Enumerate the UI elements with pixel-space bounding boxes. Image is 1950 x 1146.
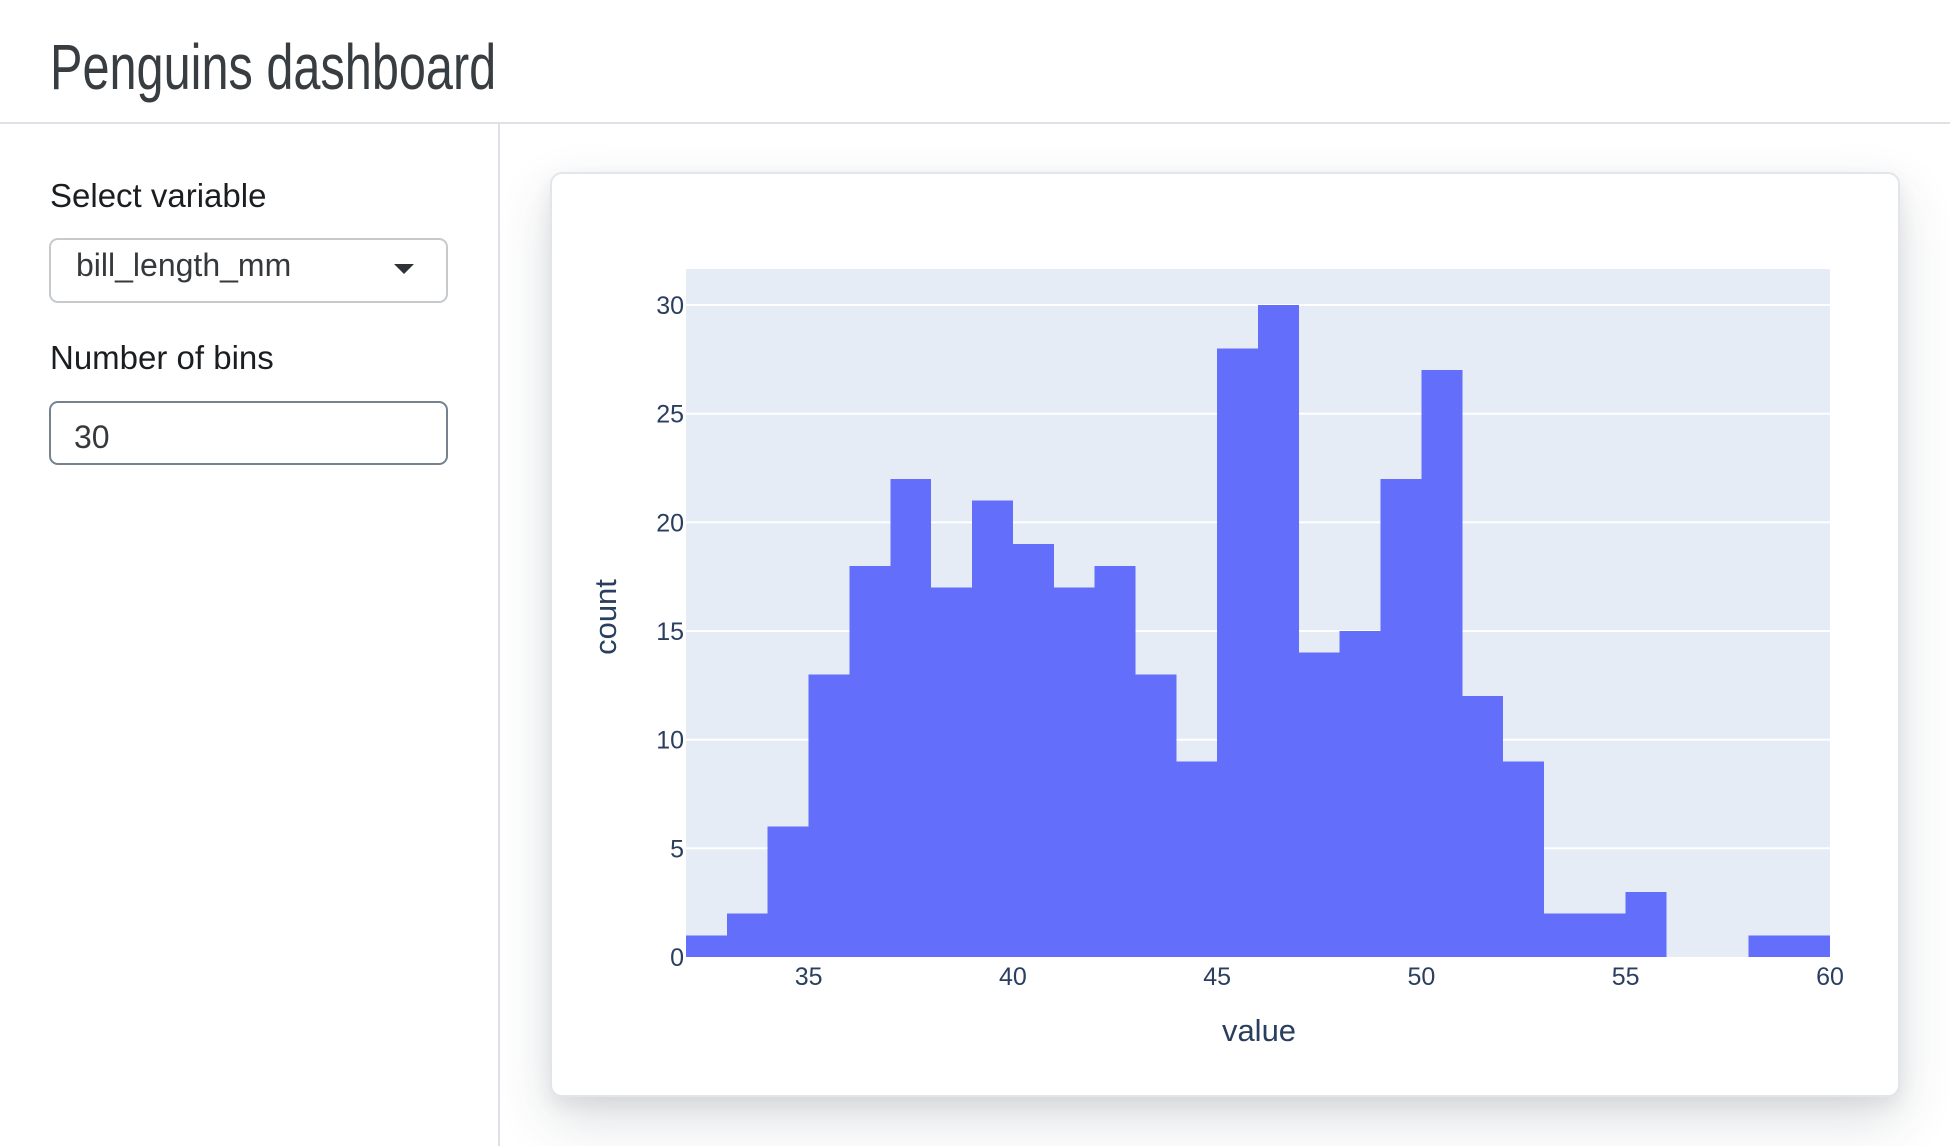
svg-text:55: 55 — [1612, 963, 1640, 991]
svg-text:45: 45 — [1203, 963, 1231, 991]
svg-text:30: 30 — [656, 292, 684, 320]
svg-text:50: 50 — [1407, 963, 1435, 991]
svg-text:60: 60 — [1816, 963, 1844, 991]
svg-text:25: 25 — [656, 401, 684, 429]
svg-text:35: 35 — [795, 963, 823, 991]
svg-text:10: 10 — [656, 727, 684, 755]
svg-text:count: count — [588, 579, 623, 655]
svg-text:value: value — [1222, 1013, 1296, 1048]
svg-text:40: 40 — [999, 963, 1027, 991]
svg-text:15: 15 — [656, 618, 684, 646]
svg-text:20: 20 — [656, 509, 684, 537]
svg-text:5: 5 — [670, 835, 684, 863]
svg-text:0: 0 — [670, 944, 684, 972]
